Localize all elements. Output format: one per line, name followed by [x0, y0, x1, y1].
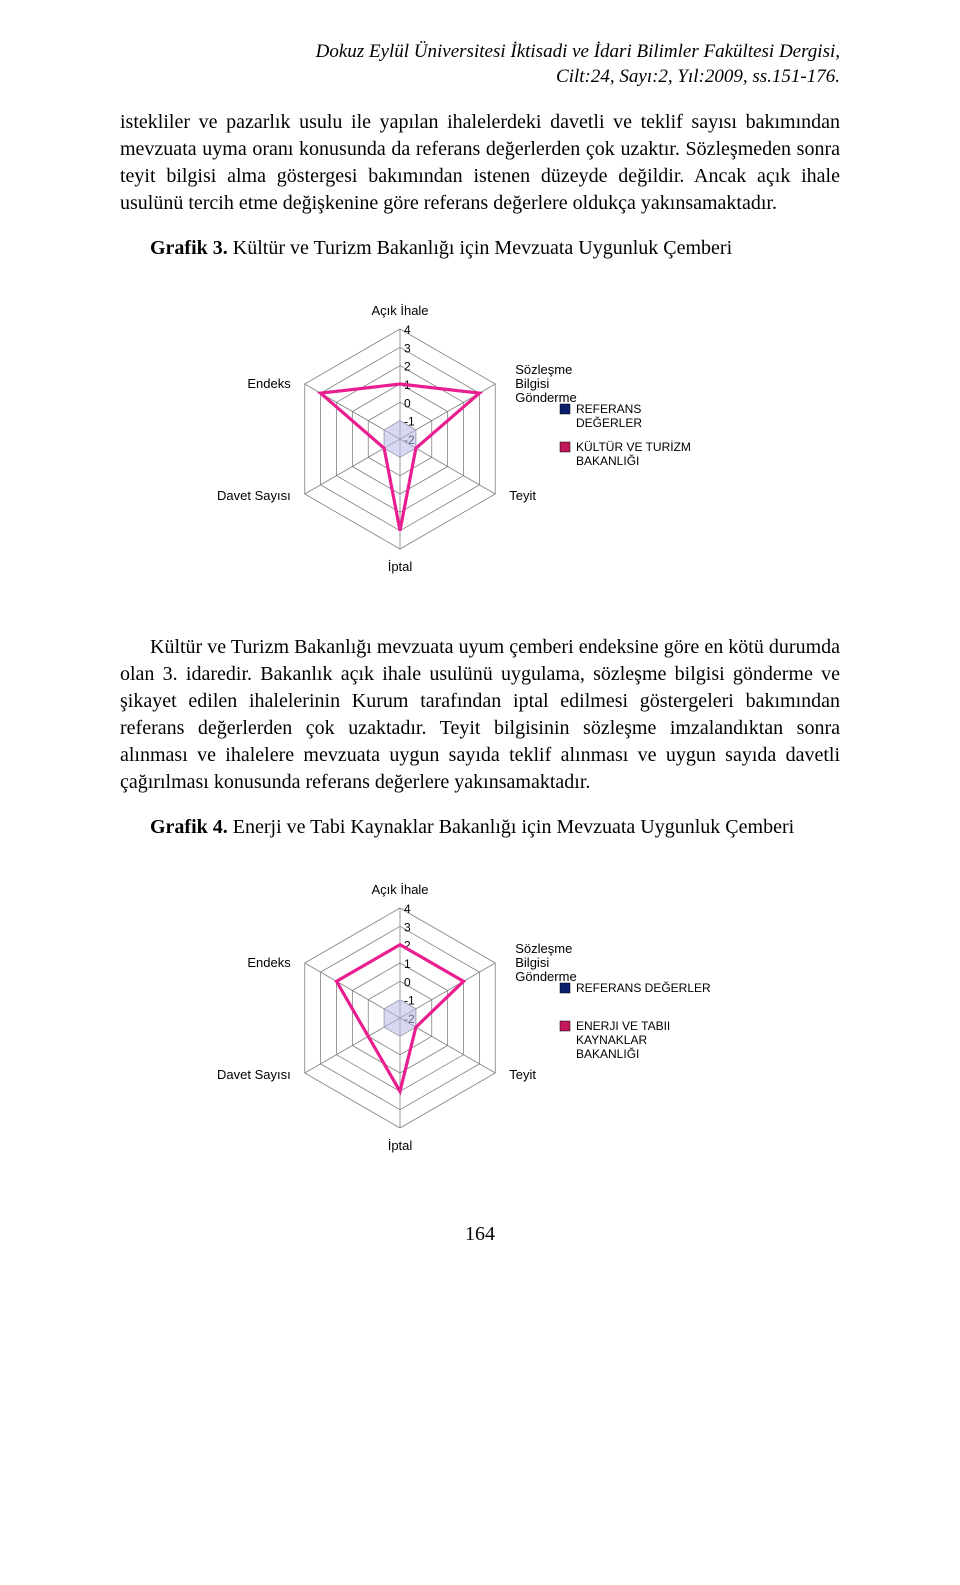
- svg-text:ENERJI VE TABII: ENERJI VE TABII: [576, 1019, 670, 1033]
- svg-text:İptal: İptal: [388, 1138, 413, 1153]
- svg-text:İptal: İptal: [388, 559, 413, 574]
- svg-text:Bilgisi: Bilgisi: [515, 376, 549, 391]
- paragraph-1: istekliler ve pazarlık usulu ile yapılan…: [120, 109, 840, 217]
- svg-text:Gönderme: Gönderme: [515, 390, 576, 405]
- graphic-3-label: Grafik 3.: [150, 237, 228, 259]
- svg-text:1: 1: [404, 957, 411, 971]
- header-line-1: Dokuz Eylül Üniversitesi İktisadi ve İda…: [120, 40, 840, 65]
- svg-text:Sözleşme: Sözleşme: [515, 941, 572, 956]
- svg-text:Davet Sayısı: Davet Sayısı: [217, 1067, 291, 1082]
- svg-text:0: 0: [404, 397, 411, 411]
- svg-text:BAKANLIĞI: BAKANLIĞI: [576, 1046, 639, 1061]
- page-number: 164: [120, 1223, 840, 1246]
- radar-chart-3: -2-101234Açık İhaleSözleşmeBilgisiGönder…: [120, 274, 840, 604]
- svg-text:2: 2: [404, 360, 411, 374]
- graphic-4-title: Grafik 4. Enerji ve Tabi Kaynaklar Bakan…: [120, 816, 840, 839]
- svg-text:BAKANLIĞI: BAKANLIĞI: [576, 453, 639, 468]
- header-line-2: Cilt:24, Sayı:2, Yıl:2009, ss.151-176.: [120, 65, 840, 90]
- svg-text:4: 4: [404, 323, 411, 337]
- svg-text:Endeks: Endeks: [247, 955, 291, 970]
- journal-header: Dokuz Eylül Üniversitesi İktisadi ve İda…: [120, 40, 840, 89]
- svg-text:KÜLTÜR VE TURİZM: KÜLTÜR VE TURİZM: [576, 440, 691, 454]
- svg-text:Açık İhale: Açık İhale: [371, 303, 428, 318]
- page-root: Dokuz Eylül Üniversitesi İktisadi ve İda…: [0, 0, 960, 1306]
- svg-text:4: 4: [404, 902, 411, 916]
- radar-chart-4: -2-101234Açık İhaleSözleşmeBilgisiGönder…: [120, 853, 840, 1183]
- graphic-4-desc: Enerji ve Tabi Kaynaklar Bakanlığı için …: [228, 816, 794, 838]
- svg-text:KAYNAKLAR: KAYNAKLAR: [576, 1033, 647, 1047]
- svg-text:3: 3: [404, 342, 411, 356]
- svg-text:Endeks: Endeks: [247, 376, 291, 391]
- svg-text:Teyit: Teyit: [509, 1067, 536, 1082]
- svg-text:Davet Sayısı: Davet Sayısı: [217, 488, 291, 503]
- radar-chart-4-svg: -2-101234Açık İhaleSözleşmeBilgisiGönder…: [200, 853, 760, 1183]
- graphic-3-desc: Kültür ve Turizm Bakanlığı için Mevzuata…: [228, 237, 732, 259]
- graphic-3-title: Grafik 3. Kültür ve Turizm Bakanlığı içi…: [120, 237, 840, 260]
- svg-text:0: 0: [404, 976, 411, 990]
- svg-text:Bilgisi: Bilgisi: [515, 955, 549, 970]
- svg-text:DEĞERLER: DEĞERLER: [576, 415, 642, 430]
- svg-text:REFERANS: REFERANS: [576, 402, 641, 416]
- svg-text:Sözleşme: Sözleşme: [515, 362, 572, 377]
- paragraph-2: Kültür ve Turizm Bakanlığı mevzuata uyum…: [120, 634, 840, 796]
- svg-text:REFERANS DEĞERLER: REFERANS DEĞERLER: [576, 980, 711, 995]
- radar-chart-3-svg: -2-101234Açık İhaleSözleşmeBilgisiGönder…: [200, 274, 760, 604]
- svg-text:Açık İhale: Açık İhale: [371, 882, 428, 897]
- graphic-4-label: Grafik 4.: [150, 816, 228, 838]
- svg-text:Teyit: Teyit: [509, 488, 536, 503]
- svg-text:Gönderme: Gönderme: [515, 969, 576, 984]
- svg-text:3: 3: [404, 921, 411, 935]
